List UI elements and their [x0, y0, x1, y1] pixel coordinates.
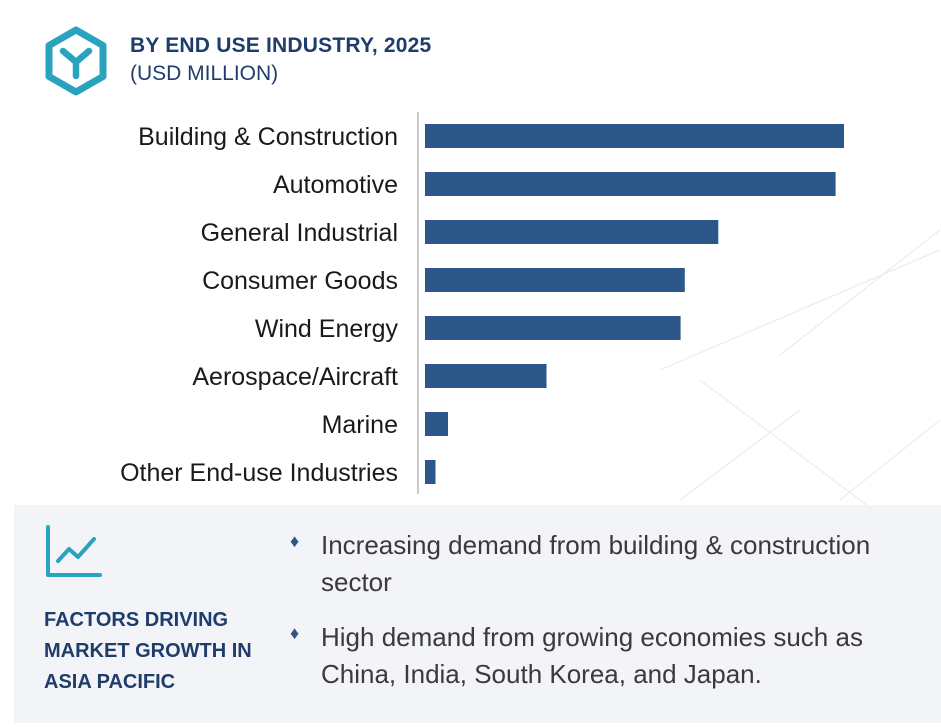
factor-text: Increasing demand from building & constr…	[321, 530, 871, 597]
bar	[425, 268, 685, 292]
factor-text: High demand from growing economies such …	[321, 622, 863, 689]
chart-subtitle: (USD MILLION)	[130, 62, 279, 85]
factors-title: FACTORS DRIVING MARKET GROWTH IN ASIA PA…	[44, 609, 252, 693]
bar	[425, 172, 836, 196]
category-label: Aerospace/Aircraft	[192, 363, 398, 391]
list-item: ♦ Increasing demand from building & cons…	[290, 527, 930, 601]
bar	[425, 316, 681, 340]
bar	[425, 124, 844, 148]
category-label: Marine	[322, 411, 398, 439]
growth-chart-icon	[46, 525, 102, 577]
diamond-bullet-icon: ♦	[290, 531, 300, 551]
hexagon-y-logo-icon	[45, 26, 107, 96]
factors-list: ♦ Increasing demand from building & cons…	[290, 527, 930, 711]
list-item: ♦ High demand from growing economies suc…	[290, 619, 930, 693]
category-label: Automotive	[273, 171, 398, 199]
category-label: General Industrial	[201, 219, 398, 247]
diamond-bullet-icon: ♦	[290, 623, 300, 643]
category-label: Wind Energy	[255, 315, 399, 343]
bar-chart: Building & Construction Automotive General…	[120, 112, 844, 494]
category-label: Building & Construction	[138, 123, 398, 151]
bar	[425, 364, 547, 388]
growth-factors-panel: FACTORS DRIVING MARKET GROWTH IN ASIA PA…	[14, 505, 941, 723]
chart-title: BY END USE INDUSTRY, 2025	[130, 34, 432, 57]
bar	[425, 412, 448, 436]
bar	[425, 460, 436, 484]
category-label: Consumer Goods	[202, 267, 398, 295]
bar	[425, 220, 719, 244]
category-label: Other End-use Industries	[120, 459, 398, 487]
